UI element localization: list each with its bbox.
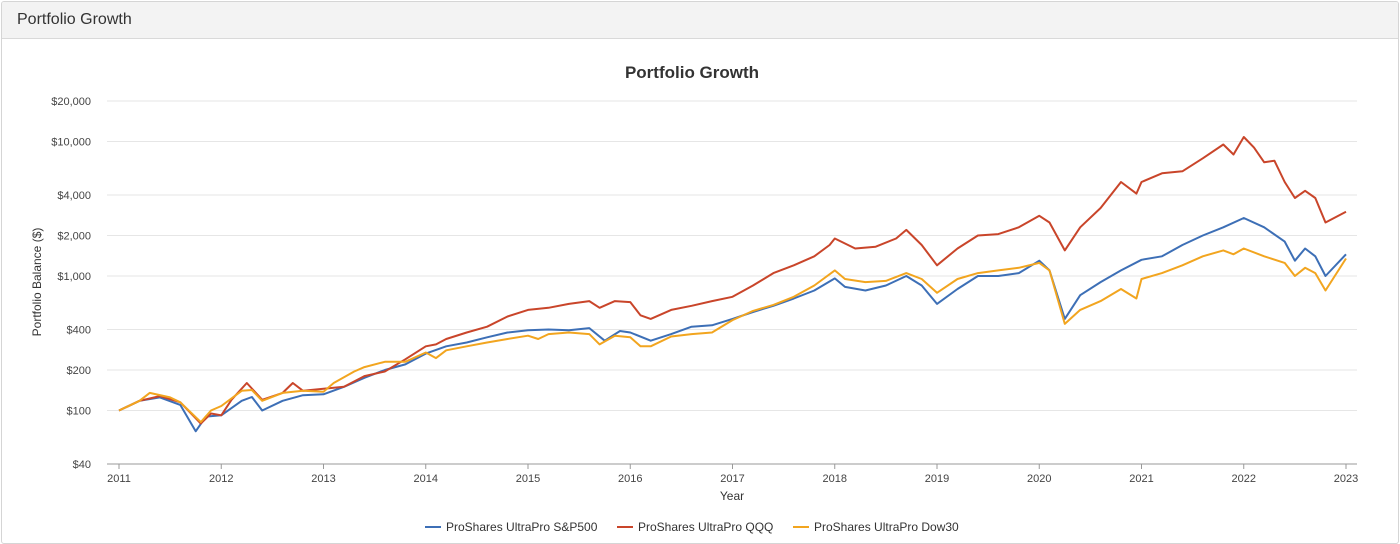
x-tick-label: 2012 bbox=[209, 473, 233, 485]
y-tick-label: $2,000 bbox=[57, 230, 91, 242]
x-tick-label: 2022 bbox=[1232, 473, 1256, 485]
x-tick-label: 2023 bbox=[1334, 473, 1358, 485]
x-tick-label: 2015 bbox=[516, 473, 540, 485]
x-tick-label: 2021 bbox=[1129, 473, 1153, 485]
legend-label: ProShares UltraPro S&P500 bbox=[446, 520, 598, 534]
x-tick-label: 2017 bbox=[720, 473, 744, 485]
y-tick-label: $100 bbox=[67, 405, 91, 417]
y-tick-label: $20,000 bbox=[51, 96, 91, 108]
y-tick-label: $1,000 bbox=[57, 271, 91, 283]
x-tick-label: 2011 bbox=[107, 473, 131, 485]
y-tick-label: $200 bbox=[67, 365, 91, 377]
panel-header-title: Portfolio Growth bbox=[2, 2, 1398, 39]
y-tick-label: $400 bbox=[67, 325, 91, 337]
series-dow30-line bbox=[118, 247, 1347, 424]
series-lines bbox=[118, 136, 1347, 433]
chart-legend: ProShares UltraPro S&P500 ProShares Ultra… bbox=[425, 520, 959, 534]
series-qqq-line bbox=[118, 136, 1347, 425]
chart-title: Portfolio Growth bbox=[625, 63, 759, 82]
grid-lines bbox=[107, 100, 1357, 465]
y-tick-label: $10,000 bbox=[51, 136, 91, 148]
y-axis-ticks: $20,000 $10,000 $4,000 $2,000 $1,000 $400 $200… bbox=[51, 96, 91, 471]
y-tick-label: $40 bbox=[73, 459, 91, 471]
legend-label: ProShares UltraPro Dow30 bbox=[814, 520, 959, 534]
y-tick-label: $4,000 bbox=[57, 190, 91, 202]
x-axis-label: Year bbox=[720, 489, 744, 503]
x-tick-label: 2013 bbox=[311, 473, 335, 485]
x-tick-label: 2019 bbox=[925, 473, 949, 485]
x-axis: 2011 2012 2013 2014 2015 2016 2017 2018 2019 2020… bbox=[107, 463, 1358, 485]
series-sp500-line bbox=[118, 217, 1347, 433]
x-tick-label: 2020 bbox=[1027, 473, 1051, 485]
x-tick-label: 2018 bbox=[823, 473, 847, 485]
legend-label: ProShares UltraPro QQQ bbox=[638, 520, 773, 534]
x-tick-label: 2016 bbox=[618, 473, 642, 485]
x-tick-label: 2014 bbox=[414, 473, 438, 485]
y-axis-label: Portfolio Balance ($) bbox=[30, 228, 44, 337]
